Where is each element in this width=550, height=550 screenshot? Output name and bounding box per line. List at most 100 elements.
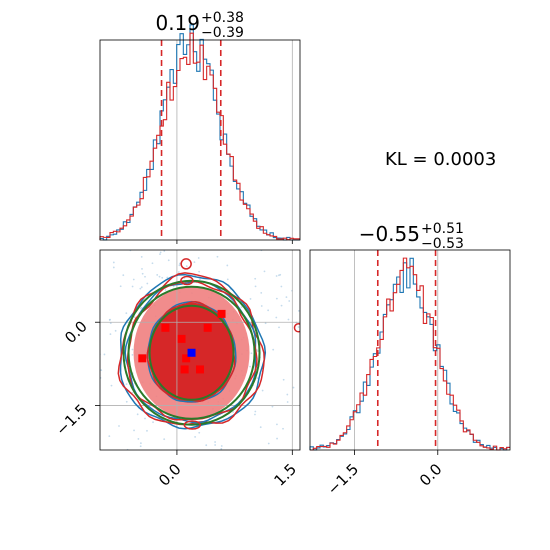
title-value-p2: −0.55 [359, 222, 420, 246]
sample-point [172, 285, 175, 288]
sample-point [198, 270, 201, 273]
sample-point [85, 396, 87, 398]
sample-point [259, 426, 262, 429]
title-plus-p2: +0.51 [421, 221, 464, 237]
sample-point [275, 297, 278, 300]
sample-point [249, 298, 252, 300]
sample-point [214, 444, 217, 446]
sample-point [303, 353, 305, 355]
kl-annotation: KL = 0.0003 [385, 149, 496, 170]
sample-point [275, 316, 278, 319]
sample-point [159, 253, 161, 256]
sample-point [112, 261, 115, 264]
x-tick-labels: −1.5 0.0 [324, 450, 446, 499]
histogram-step-line [310, 257, 510, 451]
sample-point [297, 326, 300, 328]
sample-point [263, 270, 266, 273]
red-marker [138, 354, 147, 363]
sample-point [220, 445, 223, 447]
sample-point [282, 378, 285, 381]
sample-point [109, 333, 112, 336]
grid [354, 250, 439, 450]
sample-point [272, 348, 275, 351]
sample-point [312, 346, 314, 348]
sample-point [133, 316, 136, 318]
sample-point [237, 465, 239, 467]
sample-point [254, 277, 257, 280]
sample-point [103, 353, 106, 356]
contour-line-green [122, 279, 261, 426]
sample-point [264, 322, 267, 325]
sample-point [276, 423, 278, 426]
sample-point [192, 456, 194, 458]
sample-point [140, 286, 143, 289]
sample-point [297, 309, 300, 312]
sample-point [146, 282, 149, 285]
sample-point [194, 436, 197, 438]
sample-point [163, 438, 166, 441]
sample-point [267, 309, 270, 312]
sample-point [254, 285, 257, 288]
sample-point [109, 318, 111, 321]
contour-lines [117, 258, 300, 430]
sample-point [280, 304, 283, 307]
sample-point [214, 441, 216, 443]
sample-point [164, 289, 167, 291]
axes-frame [309, 249, 511, 451]
red-marker [196, 365, 204, 374]
sample-point [260, 305, 263, 307]
sample-point [177, 271, 180, 273]
sample-point [260, 291, 263, 294]
marginal-panel-p1: 0.19 +0.38 −0.39 [99, 10, 301, 244]
sample-point [94, 420, 96, 422]
sample-point [257, 350, 259, 353]
x-tick-label: −1.5 [324, 460, 362, 498]
sample-point [292, 386, 295, 389]
sample-point [280, 285, 283, 288]
sample-point [144, 417, 146, 420]
sample-point [125, 400, 128, 403]
sample-point [139, 442, 142, 445]
axes-frame [99, 39, 301, 241]
sample-point [287, 318, 290, 321]
sample-point [198, 431, 201, 434]
sample-point [167, 259, 170, 262]
sample-point [279, 273, 282, 276]
sample-point [202, 471, 204, 473]
sample-point [249, 365, 252, 368]
sample-point [148, 463, 150, 465]
red-marker [161, 323, 170, 332]
red-marker [180, 365, 189, 374]
sample-point [141, 272, 144, 275]
sample-point [131, 391, 134, 394]
contour-line-green [127, 285, 256, 420]
sample-point [315, 341, 317, 343]
sample-point [158, 275, 161, 278]
sample-point [98, 272, 100, 274]
sample-point [122, 274, 125, 277]
contour-island [293, 323, 300, 333]
sample-point [152, 421, 154, 424]
sample-point [139, 445, 142, 448]
sample-point [256, 377, 259, 380]
red-marker [182, 354, 191, 363]
y-tick-label: 0.0 [61, 317, 91, 347]
sample-point [146, 429, 148, 432]
quantile-lines [160, 40, 222, 240]
sample-point [131, 285, 134, 288]
sample-point [221, 452, 223, 454]
sample-point [307, 367, 309, 369]
sample-point [267, 442, 270, 445]
sample-point [89, 349, 91, 351]
quantile-lines [376, 250, 437, 450]
red-marker [217, 309, 226, 318]
histogram-step-line [309, 257, 510, 451]
sample-point [133, 429, 135, 432]
markers [138, 309, 226, 374]
sample-point [271, 405, 274, 408]
sample-point [132, 278, 135, 281]
sample-point [193, 261, 196, 264]
sample-point [250, 352, 253, 355]
sample-point [140, 306, 143, 309]
